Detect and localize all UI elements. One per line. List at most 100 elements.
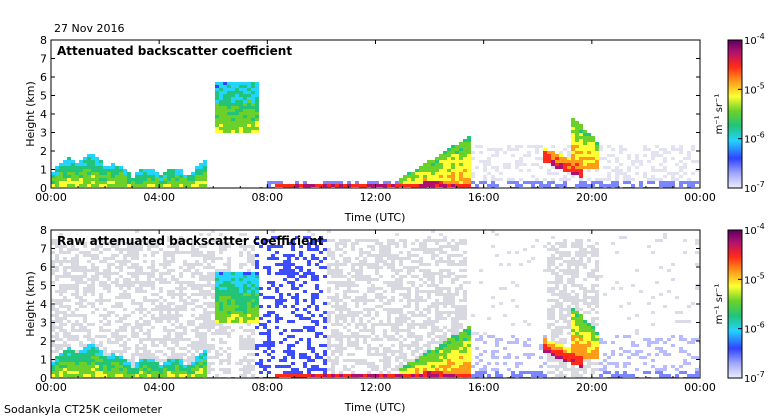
heatmap-cell [179,353,183,356]
heatmap-cell [535,178,539,181]
heatmap-cell [415,314,419,317]
heatmap-cell [171,371,175,374]
heatmap-cell [131,272,135,275]
heatmap-cell [147,332,151,335]
heatmap-cell [487,160,491,163]
y-tick-label: 0 [40,182,47,195]
heatmap-cell [619,287,623,290]
heatmap-cell [55,347,59,350]
heatmap-cell [223,359,227,362]
heatmap-cell [383,248,387,251]
heatmap-cell [155,368,159,371]
heatmap-cell [171,302,175,305]
heatmap-cell [351,275,355,278]
heatmap-cell [287,275,291,278]
heatmap-cell [239,272,243,275]
heatmap-cell [595,148,599,151]
heatmap-cell [455,314,459,317]
heatmap-cell [223,112,227,115]
heatmap-cell [247,124,251,127]
heatmap-cell [407,269,411,272]
heatmap-cell [191,172,195,175]
heatmap-cell [239,124,243,127]
plot-frame [50,39,701,189]
heatmap-cell [195,329,199,332]
heatmap-cell [223,103,227,106]
heatmap-cell [455,359,459,362]
heatmap-cell [59,359,63,362]
heatmap-cell [147,184,151,187]
heatmap-cell [95,169,99,172]
heatmap-cell [467,181,471,184]
heatmap-cell [467,368,471,371]
heatmap-cell [239,317,243,320]
heatmap-cell [67,248,71,251]
heatmap-cell [367,263,371,266]
heatmap-cell [175,251,179,254]
heatmap-cell [411,314,415,317]
heatmap-cell [655,281,659,284]
heatmap-cell [687,362,691,365]
heatmap-cell [451,305,455,308]
heatmap-cell [171,338,175,341]
heatmap-cell [95,181,99,184]
heatmap-cell [423,362,427,365]
heatmap-cell [447,172,451,175]
heatmap-cell [151,344,155,347]
heatmap-cell [223,248,227,251]
heatmap-cell [63,341,67,344]
heatmap-cell [247,91,251,94]
heatmap-cell [671,365,675,368]
heatmap-cell [439,347,443,350]
heatmap-cell [395,287,399,290]
heatmap-cell [327,251,331,254]
heatmap-cell [219,245,223,248]
heatmap-cell [235,85,239,88]
heatmap-cell [115,181,119,184]
heatmap-cell [119,302,123,305]
heatmap-cell [367,308,371,311]
heatmap-cell [163,281,167,284]
heatmap-cell [567,293,571,296]
heatmap-cell [371,362,375,365]
heatmap-cell [459,254,463,257]
heatmap-cell [443,347,447,350]
heatmap-cell [199,335,203,338]
heatmap-cell [295,371,299,374]
heatmap-cell [651,181,655,184]
heatmap-cell [583,157,587,160]
heatmap-cell [515,284,519,287]
heatmap-cell [663,184,667,187]
heatmap-cell [583,148,587,151]
heatmap-cell [247,127,251,130]
heatmap-cell [575,338,579,341]
heatmap-cell [119,166,123,169]
heatmap-cell [443,157,447,160]
heatmap-cell [67,275,71,278]
heatmap-cell [99,169,103,172]
heatmap-cell [99,314,103,317]
heatmap-cell [247,94,251,97]
heatmap-cell [579,163,583,166]
heatmap-cell [63,181,67,184]
heatmap-cell [399,299,403,302]
heatmap-cell [271,344,275,347]
heatmap-cell [207,320,211,323]
heatmap-cell [95,175,99,178]
heatmap-cell [583,130,587,133]
heatmap-cell [375,254,379,257]
heatmap-cell [239,118,243,121]
heatmap-cell [367,290,371,293]
heatmap-cell [547,281,551,284]
heatmap-cell [359,335,363,338]
heatmap-cell [575,157,579,160]
heatmap-cell [123,175,127,178]
heatmap-cell [255,326,259,329]
heatmap-cell [595,163,599,166]
heatmap-cell [195,335,199,338]
heatmap-cell [343,296,347,299]
heatmap-cell [351,341,355,344]
heatmap-cell [407,332,411,335]
heatmap-cell [107,184,111,187]
heatmap-cell [527,371,531,374]
